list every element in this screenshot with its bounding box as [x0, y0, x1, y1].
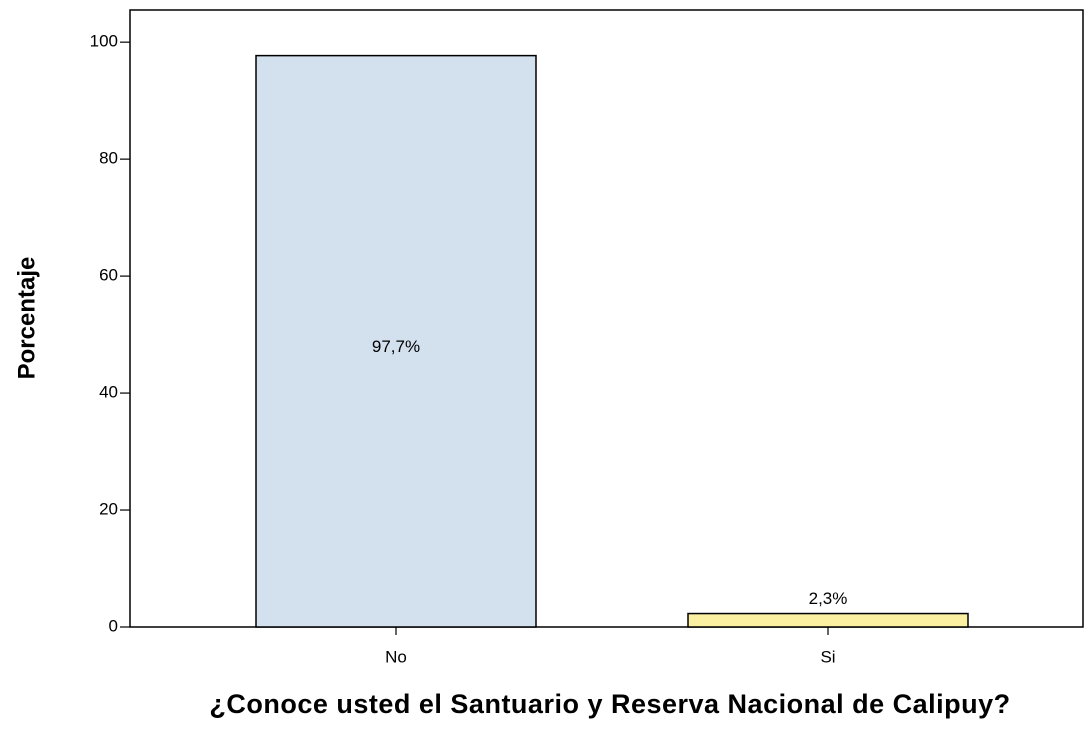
y-tick-label: 100: [90, 32, 118, 51]
bar: [687, 612, 969, 628]
x-tick-label: No: [385, 647, 407, 666]
x-tick-label: Si: [820, 647, 835, 666]
x-axis-title: ¿Conoce usted el Santuario y Reserva Nac…: [209, 689, 1011, 719]
bar: [255, 54, 537, 628]
value-label: 97,7%: [372, 337, 420, 356]
y-tick-label: 40: [99, 383, 118, 402]
y-tick-label: 0: [109, 616, 118, 635]
value-label: 2,3%: [809, 589, 848, 608]
y-axis-title: Porcentaje: [13, 257, 40, 380]
y-tick-label: 20: [99, 500, 118, 519]
y-tick-label: 80: [99, 149, 118, 168]
y-tick-label: 60: [99, 266, 118, 285]
